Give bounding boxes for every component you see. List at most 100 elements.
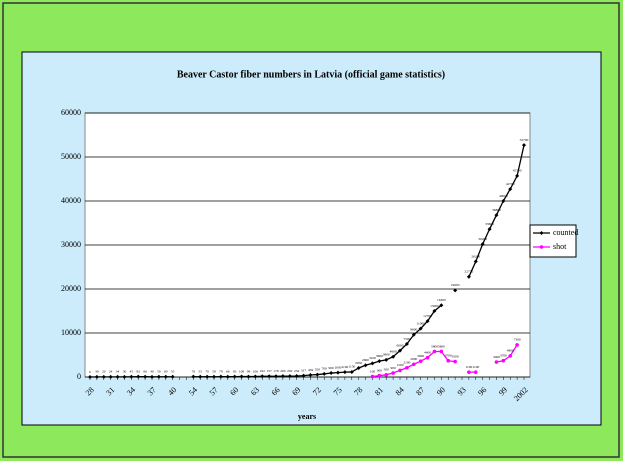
point [453,288,458,293]
point [246,374,251,379]
point [150,374,154,379]
data-label: 30 [95,370,99,374]
data-label: 3500 [452,354,459,358]
point [136,374,141,379]
point [515,173,520,178]
point [425,355,430,360]
data-label: 55 [171,370,175,374]
data-label: 70 [205,369,209,373]
data-label: 2050 [355,361,362,365]
data-label: 12700 [423,314,432,318]
data-label: 30200 [478,237,487,241]
data-label: 50 [157,370,161,374]
point [129,374,134,379]
y-tick-label: 40000 [61,196,81,205]
point [170,374,175,379]
x-axis-title: years [298,412,316,421]
point [404,342,409,346]
point [108,374,113,379]
point [494,213,499,218]
data-label: 1100 [472,365,479,369]
point [377,359,382,364]
data-label: 300 [377,368,383,372]
data-label: 4800 [507,349,514,353]
data-label: 1100 [341,365,348,369]
point [308,372,313,377]
point [253,374,258,379]
data-label: 2100 [403,361,410,365]
data-label: 40 [150,370,154,374]
data-label: 22770 [465,270,474,274]
data-label: 100 [370,369,376,373]
data-label: 200 [280,369,286,373]
data-label: 19693 [451,283,460,287]
point [88,375,92,379]
point [349,369,354,374]
point [425,319,430,324]
data-label: 9600 [410,328,417,332]
point [260,374,265,379]
data-label: 900 [390,366,396,370]
point [480,242,485,247]
point [163,374,168,379]
point [115,374,120,379]
data-label: 1000 [335,365,342,369]
legend-marker [539,245,544,249]
point [473,259,478,264]
data-label: 42700 [506,182,515,186]
data-label: 202 [287,369,293,373]
point [391,371,395,375]
data-label: 3900 [383,353,390,357]
data-label: 6000 [397,343,404,347]
point [315,372,320,377]
data-label: 52700 [520,138,529,142]
data-label: 36800 [492,208,501,212]
point [225,374,230,379]
legend [529,224,577,258]
point [370,374,375,379]
point [391,354,396,359]
point [232,374,237,379]
data-label: 60 [164,370,168,374]
data-label: 30 [123,370,127,374]
data-label: 459 [308,368,314,372]
data-label: 2900 [410,357,417,361]
legend-label: shot [553,242,567,251]
point [94,374,99,379]
point [398,348,402,353]
point [342,370,347,375]
point [439,349,444,354]
data-label: 58 [212,370,216,374]
data-label: 1500 [397,363,404,367]
point [280,374,285,379]
point [411,332,416,337]
data-label: 33600 [485,222,494,226]
point [453,359,457,364]
data-label: 79 [219,369,223,373]
point [418,359,423,363]
data-label: 82 [136,369,140,373]
data-label: 900 [328,366,334,370]
point [122,374,127,379]
data-label: 45700 [513,169,522,173]
point [446,358,451,363]
data-label: 16300 [437,298,446,302]
point [287,374,292,379]
point [473,370,478,374]
point [356,365,361,370]
point [370,361,375,366]
point [143,374,148,379]
point [239,374,244,379]
data-label: 40000 [499,194,508,198]
point [322,371,327,376]
data-label: 700 [322,367,328,371]
point [501,199,506,203]
data-label: 7300 [514,338,521,342]
data-label: 20 [102,370,106,374]
point [336,370,340,375]
data-label: 317 [301,368,307,372]
data-label: 550 [315,367,321,371]
point [218,374,223,379]
data-label: 3600 [376,354,383,358]
